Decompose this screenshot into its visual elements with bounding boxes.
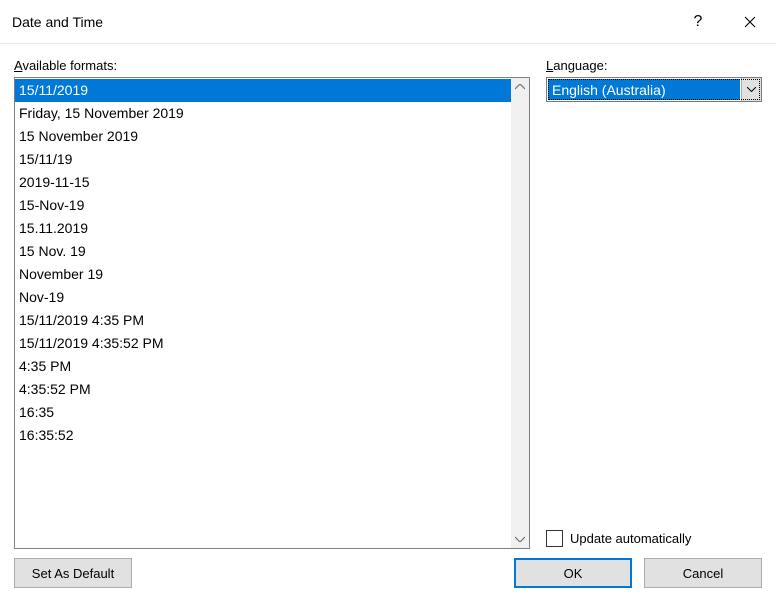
format-item[interactable]: 4:35 PM (15, 355, 511, 378)
scroll-down-button[interactable] (511, 530, 529, 548)
format-item[interactable]: 15.11.2019 (15, 217, 511, 240)
format-item[interactable]: 15-Nov-19 (15, 194, 511, 217)
format-item[interactable]: 15 Nov. 19 (15, 240, 511, 263)
format-item[interactable]: 4:35:52 PM (15, 378, 511, 401)
formats-listbox-container: 15/11/2019Friday, 15 November 201915 Nov… (14, 77, 530, 549)
dialog-footer: Set As Default OK Cancel (0, 549, 776, 597)
update-automatically-row[interactable]: Update automatically (546, 530, 762, 547)
ok-button[interactable]: OK (514, 558, 632, 588)
formats-listbox[interactable]: 15/11/2019Friday, 15 November 201915 Nov… (15, 78, 511, 548)
update-automatically-checkbox[interactable] (546, 530, 563, 547)
listbox-scrollbar[interactable] (511, 78, 529, 548)
language-dropdown-button[interactable] (741, 78, 761, 101)
format-item[interactable]: 16:35:52 (15, 424, 511, 447)
set-as-default-button[interactable]: Set As Default (14, 558, 132, 588)
chevron-down-icon (515, 536, 525, 542)
format-item[interactable]: 16:35 (15, 401, 511, 424)
dialog-content: Available formats: 15/11/2019Friday, 15 … (0, 44, 776, 549)
format-item[interactable]: November 19 (15, 263, 511, 286)
left-column: Available formats: 15/11/2019Friday, 15 … (14, 58, 530, 549)
format-item[interactable]: 2019-11-15 (15, 171, 511, 194)
language-selected-value: English (Australia) (548, 79, 740, 100)
titlebar: Date and Time ? (0, 0, 776, 44)
chevron-up-icon (515, 84, 525, 90)
format-item[interactable]: 15/11/2019 4:35:52 PM (15, 332, 511, 355)
language-combobox[interactable]: English (Australia) (546, 77, 762, 102)
format-item[interactable]: 15 November 2019 (15, 125, 511, 148)
language-label: Language: (546, 58, 762, 73)
cancel-button[interactable]: Cancel (644, 558, 762, 588)
available-formats-label: Available formats: (14, 58, 530, 73)
format-item[interactable]: 15/11/2019 (15, 79, 511, 102)
format-item[interactable]: 15/11/2019 4:35 PM (15, 309, 511, 332)
scroll-up-button[interactable] (511, 78, 529, 96)
update-automatically-label: Update automatically (570, 531, 691, 546)
close-button[interactable] (724, 0, 776, 44)
close-icon (744, 16, 756, 28)
help-button[interactable]: ? (672, 0, 724, 44)
right-column: Language: English (Australia) Update aut… (546, 58, 762, 549)
format-item[interactable]: Friday, 15 November 2019 (15, 102, 511, 125)
chevron-down-icon (747, 87, 756, 92)
window-title: Date and Time (12, 14, 672, 30)
format-item[interactable]: 15/11/19 (15, 148, 511, 171)
format-item[interactable]: Nov-19 (15, 286, 511, 309)
